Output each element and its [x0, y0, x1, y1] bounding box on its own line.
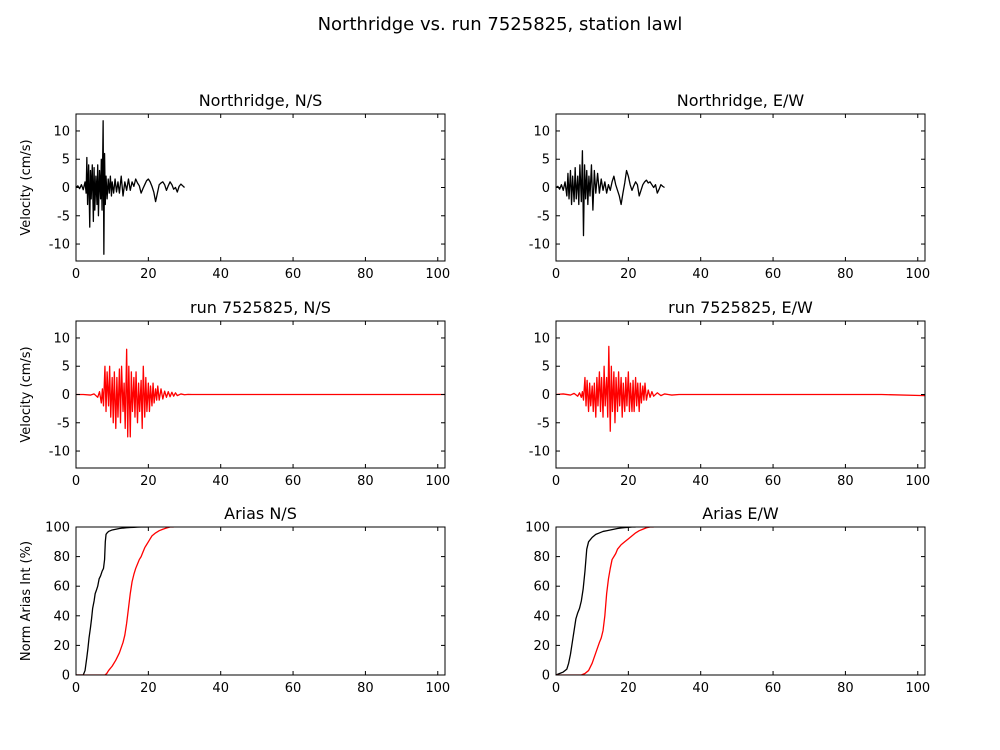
x-tick-label: 40: [692, 267, 709, 282]
y-tick-label: -10: [49, 445, 70, 460]
y-tick-label: -10: [49, 238, 70, 253]
x-tick-label: 40: [212, 267, 229, 282]
x-tick-label: 100: [425, 681, 450, 696]
x-tick-label: 0: [72, 267, 80, 282]
y-tick-label: 60: [533, 580, 550, 595]
x-tick-label: 20: [620, 681, 637, 696]
x-tick-label: 100: [905, 267, 930, 282]
y-tick-label: 5: [62, 153, 70, 168]
series-line-1: [556, 527, 636, 675]
y-tick-label: 0: [62, 181, 70, 196]
y-axis-label: Norm Arias Int (%): [19, 541, 34, 661]
y-tick-label: 80: [533, 550, 550, 565]
series-line-1: [556, 345, 925, 432]
x-tick-label: 20: [620, 474, 637, 489]
y-tick-label: 60: [53, 580, 70, 595]
figure-title: Northridge vs. run 7525825, station lawl: [318, 14, 683, 35]
subplot-title: run 7525825, N/S: [190, 298, 331, 317]
y-tick-label: -10: [529, 238, 550, 253]
x-tick-label: 100: [905, 681, 930, 696]
subplot-5: 0 20 40 60 80 100 0 20 40 60 80 100 Arias N/S Norm Ar…: [19, 504, 450, 696]
x-tick-label: 40: [692, 474, 709, 489]
y-tick-label: 10: [53, 124, 70, 139]
y-tick-label: 10: [53, 331, 70, 346]
y-tick-label: 20: [53, 639, 70, 654]
x-tick-label: 60: [285, 474, 302, 489]
y-tick-label: 100: [45, 521, 70, 536]
subplot-1: 0 20 40 60 80 100 -10 -5 0 5 10 Northridge, N/S Velo…: [19, 91, 450, 282]
x-tick-label: 80: [357, 267, 374, 282]
x-tick-label: 20: [140, 267, 157, 282]
x-tick-label: 60: [765, 681, 782, 696]
x-tick-label: 100: [905, 474, 930, 489]
x-tick-label: 100: [425, 267, 450, 282]
x-tick-label: 20: [140, 681, 157, 696]
subplot-6: 0 20 40 60 80 100 0 20 40 60 80 100 Arias E/W: [525, 504, 930, 696]
y-tick-label: 100: [525, 521, 550, 536]
y-tick-label: -5: [537, 209, 550, 224]
x-tick-label: 60: [765, 474, 782, 489]
subplot-title: run 7525825, E/W: [668, 298, 813, 317]
y-tick-label: 5: [542, 360, 550, 375]
x-tick-label: 80: [837, 267, 854, 282]
y-tick-label: 0: [62, 669, 70, 684]
x-tick-label: 20: [140, 474, 157, 489]
x-tick-label: 20: [620, 267, 637, 282]
series-line-2: [556, 527, 654, 675]
x-tick-label: 100: [425, 474, 450, 489]
x-tick-label: 60: [765, 267, 782, 282]
y-tick-label: 0: [62, 388, 70, 403]
x-tick-label: 0: [72, 474, 80, 489]
series-line-1: [76, 120, 185, 255]
subplot-title: Arias N/S: [224, 504, 297, 523]
x-tick-label: 40: [212, 474, 229, 489]
y-tick-label: -10: [529, 445, 550, 460]
y-tick-label: 10: [533, 124, 550, 139]
x-tick-label: 60: [285, 267, 302, 282]
x-tick-label: 40: [212, 681, 229, 696]
series-line-2: [76, 527, 174, 675]
y-tick-label: 20: [533, 639, 550, 654]
subplot-2: 0 20 40 60 80 100 -10 -5 0 5 10 Northridge, E/W: [529, 91, 930, 282]
subplot-title: Northridge, N/S: [199, 91, 323, 110]
x-tick-label: 0: [552, 681, 560, 696]
series-line-1: [76, 348, 445, 438]
y-tick-label: 0: [542, 388, 550, 403]
x-tick-label: 80: [357, 681, 374, 696]
x-tick-label: 80: [837, 681, 854, 696]
y-tick-label: 80: [53, 550, 70, 565]
y-tick-label: 40: [53, 609, 70, 624]
y-tick-label: 0: [542, 181, 550, 196]
y-axis-label: Velocity (cm/s): [19, 346, 34, 442]
subplot-4: 0 20 40 60 80 100 -10 -5 0 5 10 run 7525825, E/W: [529, 298, 930, 489]
series-line-1: [556, 150, 665, 237]
y-tick-label: 5: [62, 360, 70, 375]
x-tick-label: 0: [72, 681, 80, 696]
y-axis-label: Velocity (cm/s): [19, 139, 34, 235]
x-tick-label: 0: [552, 474, 560, 489]
y-tick-label: 10: [533, 331, 550, 346]
y-tick-label: -5: [57, 209, 70, 224]
plot-frame: [555, 526, 926, 676]
subplot-title: Arias E/W: [702, 504, 779, 523]
x-tick-label: 40: [692, 681, 709, 696]
x-tick-label: 80: [357, 474, 374, 489]
subplot-3: 0 20 40 60 80 100 -10 -5 0 5 10 run 7525825, N/S Vel…: [19, 298, 450, 489]
subplot-title: Northridge, E/W: [677, 91, 805, 110]
x-tick-label: 0: [552, 267, 560, 282]
y-tick-label: 0: [542, 669, 550, 684]
plot-frame: [75, 526, 446, 676]
y-tick-label: -5: [57, 416, 70, 431]
x-tick-label: 60: [285, 681, 302, 696]
y-tick-label: 5: [542, 153, 550, 168]
x-tick-label: 80: [837, 474, 854, 489]
y-tick-label: 40: [533, 609, 550, 624]
y-tick-label: -5: [537, 416, 550, 431]
series-line-1: [76, 527, 149, 675]
